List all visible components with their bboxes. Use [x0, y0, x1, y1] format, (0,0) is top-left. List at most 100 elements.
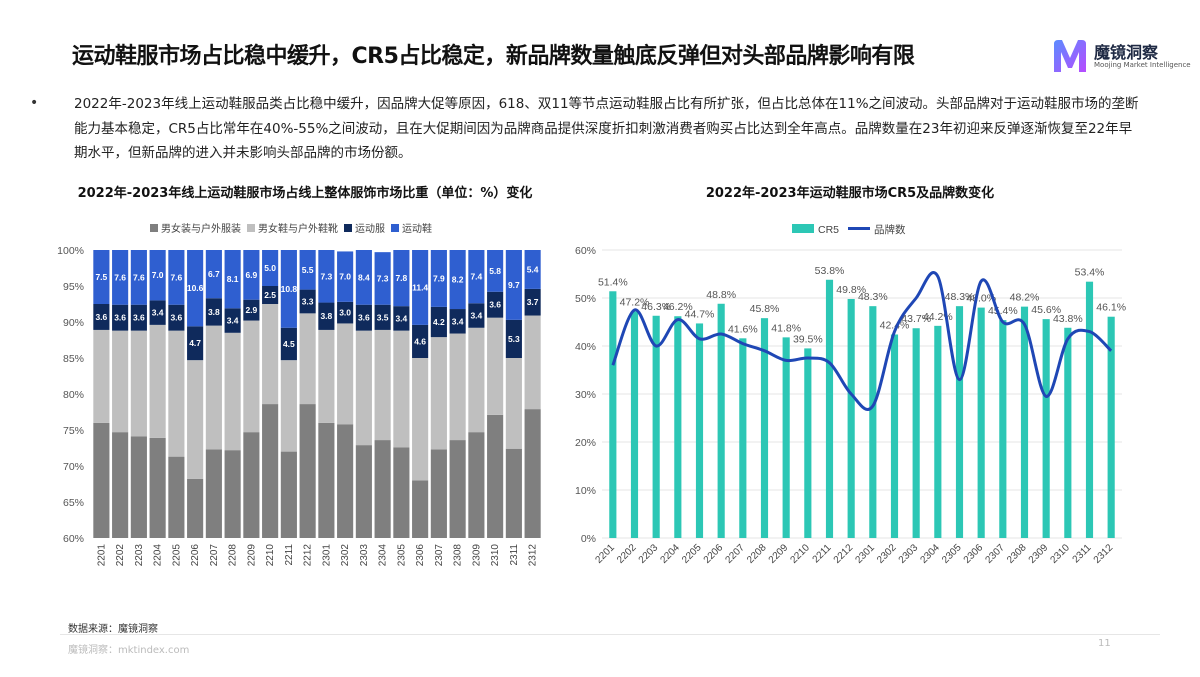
bar-segment: [130, 436, 147, 538]
x-tick-label: 2304: [918, 542, 942, 566]
bar-segment: [262, 250, 279, 286]
bar-segment: [280, 327, 297, 361]
legend-label-brand-count: 品牌数: [874, 223, 906, 236]
bar-segment: [262, 286, 279, 304]
bar-segment: [187, 360, 204, 479]
y-tick-label: 70%: [63, 461, 84, 473]
cr5-data-label: 39.5%: [793, 333, 823, 345]
cr5-bar: [890, 334, 899, 538]
data-label: 7.5: [95, 272, 107, 282]
y-tick-label: 100%: [57, 245, 84, 257]
cr5-data-label: 41.8%: [771, 322, 801, 334]
bar-segment: [112, 432, 129, 538]
cr5-data-label: 49.8%: [836, 284, 866, 296]
bar-segment: [168, 330, 185, 457]
legend-label-1: 男女装与户外服装: [161, 222, 241, 235]
y-tick-label: 80%: [63, 389, 84, 401]
cr5-data-label: 48.3%: [858, 291, 888, 303]
cr5-bar: [1020, 306, 1029, 538]
bar-segment: [449, 333, 466, 441]
data-label: 3.7: [527, 297, 539, 307]
cr5-data-label: 47.2%: [620, 296, 650, 308]
bar-segment: [243, 320, 260, 433]
data-label: 3.8: [320, 311, 332, 321]
bar-segment: [355, 304, 372, 331]
bar-segment: [468, 250, 485, 304]
bar-segment: [130, 330, 147, 437]
data-label: 3.4: [452, 316, 464, 326]
cr5-bar: [847, 298, 855, 538]
cr5-data-label: 48.0%: [966, 293, 996, 305]
bar-segment: [280, 250, 297, 328]
data-label: 6.7: [208, 269, 220, 279]
bar-segment: [187, 326, 204, 361]
cr5-data-label: 46.2%: [663, 301, 693, 313]
cr5-data-label: 53.4%: [1075, 267, 1105, 279]
bar-segment: [149, 300, 166, 325]
bar-segment: [168, 250, 185, 305]
stacked-share-chart: 男女装与户外服装 男女鞋与户外鞋靴 运动服 运动鞋 60% 65% 70% 75% 80% 85%…: [57, 222, 541, 567]
x-tick-label: 2212: [303, 544, 314, 567]
bar-segment: [412, 358, 429, 481]
bar-segment: [430, 306, 447, 338]
cr5-bar: [1107, 316, 1115, 538]
cr5-bar: [630, 311, 639, 538]
bar-segment: [187, 478, 204, 538]
data-label: 7.9: [433, 273, 445, 283]
data-label: 3.4: [227, 316, 239, 326]
x-tick-label: 2306: [962, 542, 986, 566]
bar-segment: [93, 304, 110, 330]
cr5-bar: [825, 279, 834, 538]
data-label: 7.0: [152, 270, 164, 280]
bar-segment: [337, 301, 354, 324]
cr5-bar: [1042, 319, 1050, 538]
bar-segment: [93, 329, 110, 423]
cr5-bar: [955, 306, 964, 538]
legend-swatch-cr5: [792, 224, 814, 233]
bar-segment: [505, 358, 522, 449]
data-label: 2.5: [264, 290, 276, 300]
y-tick-label: 50%: [575, 293, 596, 305]
data-label: 3.6: [170, 313, 182, 323]
bar-segment: [280, 451, 297, 538]
data-label: 3.3: [302, 296, 314, 306]
cr5-brand-count-chart: CR5 品牌数0%10%20%30%40%50%60%51.4%220147.2%…: [575, 223, 1126, 566]
bar-segment: [524, 250, 541, 289]
x-tick-label: 2308: [1005, 542, 1029, 566]
cr5-bar: [1085, 281, 1094, 538]
bar-segment: [318, 250, 335, 303]
cr5-data-label: 44.7%: [685, 308, 715, 320]
x-tick-label: 2204: [153, 544, 164, 567]
data-label: 7.8: [395, 273, 407, 283]
legend-label-cr5: CR5: [818, 224, 839, 236]
bar-segment: [374, 440, 391, 538]
cr5-bar: [934, 325, 942, 538]
x-tick-label: 2306: [415, 544, 426, 567]
data-label: 10.6: [187, 283, 204, 293]
y-tick-label: 20%: [575, 437, 596, 449]
x-tick-label: 2310: [1048, 542, 1072, 566]
bar-segment: [505, 250, 522, 320]
bar-segment: [112, 330, 129, 433]
x-tick-label: 2211: [811, 542, 834, 565]
x-tick-label: 2202: [115, 544, 126, 567]
x-tick-label: 2304: [378, 544, 389, 567]
cr5-bar: [869, 306, 877, 538]
cr5-data-label: 43.7%: [901, 313, 931, 325]
legend-swatch-1: [150, 224, 158, 232]
data-label: 7.6: [133, 272, 145, 282]
cr5-bar: [912, 328, 920, 538]
bar-segment: [524, 288, 541, 316]
bar-segment: [149, 250, 166, 301]
data-label: 11.4: [412, 282, 428, 292]
data-label: 5.8: [489, 266, 501, 276]
bar-segment: [430, 449, 447, 538]
y-tick-label: 60%: [575, 245, 596, 257]
y-tick-label: 75%: [63, 425, 84, 437]
data-label: 8.4: [358, 272, 370, 282]
x-tick-label: 2305: [940, 542, 964, 566]
bar-segment: [112, 304, 129, 331]
bar-segment: [468, 327, 485, 433]
page-title: 运动鞋服市场占比稳中缓升，CR5占比稳定，新品牌数量触底反弹但对头部品牌影响有限: [72, 44, 915, 69]
bar-segment: [224, 450, 241, 538]
